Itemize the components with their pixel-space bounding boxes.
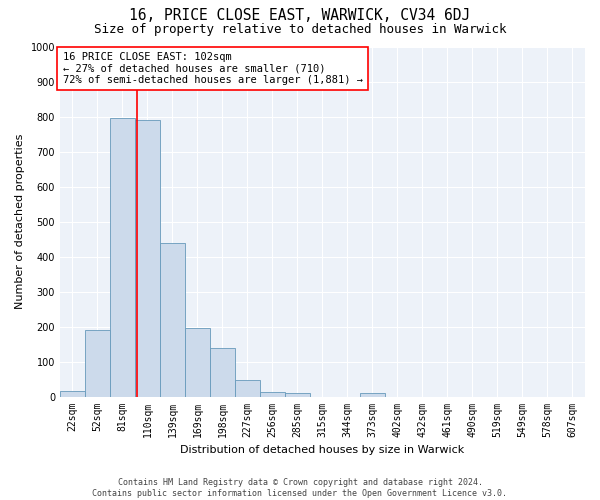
Bar bbox=[210, 348, 235, 397]
Text: Size of property relative to detached houses in Warwick: Size of property relative to detached ho… bbox=[94, 22, 506, 36]
Bar bbox=[360, 393, 385, 396]
Y-axis label: Number of detached properties: Number of detached properties bbox=[15, 134, 25, 309]
Bar bbox=[160, 242, 185, 396]
Bar bbox=[85, 330, 110, 396]
Text: 16, PRICE CLOSE EAST, WARWICK, CV34 6DJ: 16, PRICE CLOSE EAST, WARWICK, CV34 6DJ bbox=[130, 8, 470, 22]
Bar bbox=[260, 392, 285, 396]
Bar bbox=[110, 118, 135, 396]
Bar bbox=[285, 393, 310, 396]
Text: 16 PRICE CLOSE EAST: 102sqm
← 27% of detached houses are smaller (710)
72% of se: 16 PRICE CLOSE EAST: 102sqm ← 27% of det… bbox=[62, 52, 362, 85]
Text: Contains HM Land Registry data © Crown copyright and database right 2024.
Contai: Contains HM Land Registry data © Crown c… bbox=[92, 478, 508, 498]
Bar bbox=[135, 120, 160, 396]
Bar bbox=[235, 380, 260, 396]
Bar bbox=[185, 328, 210, 396]
X-axis label: Distribution of detached houses by size in Warwick: Distribution of detached houses by size … bbox=[181, 445, 464, 455]
Bar bbox=[60, 392, 85, 396]
